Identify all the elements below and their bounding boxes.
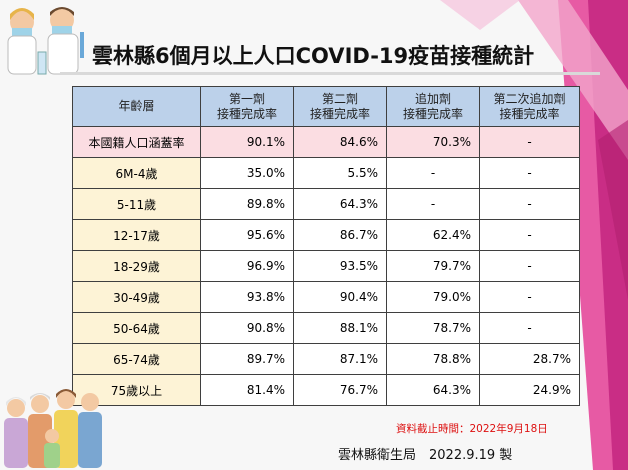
dose2-cell: 76.7% [293,374,387,406]
data-cutoff-note: 資料截止時間：2022年9月18日 [396,423,548,435]
table-row: 本國籍人口涵蓋率 90.1% 84.6% 70.3% - [72,126,580,158]
dose2-cell: 64.3% [293,188,387,220]
header-sublabel: 接種完成率 [216,106,277,121]
table-row: 12-17歲 95.6% 86.7% 62.4% - [72,219,580,251]
dose1-cell: 90.8% [200,312,294,344]
dose2-cell: 5.5% [293,157,387,189]
dose2-cell: 84.6% [293,126,387,158]
dose1-cell: 89.7% [200,343,294,375]
title-underline [60,72,600,75]
booster-cell: 78.7% [386,312,480,344]
header-sublabel: 接種完成率 [402,106,463,121]
dose1-cell: 93.8% [200,281,294,313]
table-row: 30-49歲 93.8% 90.4% 79.0% - [72,281,580,313]
booster-cell: 79.7% [386,250,480,282]
dose1-cell: 81.4% [200,374,294,406]
footer-credit: 雲林縣衛生局 2022.9.19 製 [338,448,513,463]
dose2-cell: 90.4% [293,281,387,313]
header-sublabel: 接種完成率 [499,106,560,121]
dose2-cell: 87.1% [293,343,387,375]
vaccination-table: 年齡層 第一劑 接種完成率 第二劑 接種完成率 追加劑 接種完成率 第二次追加劑 接種完… [72,86,580,406]
header-label: 追加劑 [414,91,451,106]
second-booster-cell: 28.7% [479,343,580,375]
booster-cell: 70.3% [386,126,480,158]
booster-cell: 62.4% [386,219,480,251]
age-cell: 50-64歲 [72,312,201,344]
header-label: 第二次追加劑 [493,91,566,106]
header-second-booster: 第二次追加劑 接種完成率 [479,86,580,127]
header-label: 第二劑 [321,91,358,106]
dose2-cell: 88.1% [293,312,387,344]
dose1-cell: 90.1% [200,126,294,158]
age-cell: 本國籍人口涵蓋率 [72,126,201,158]
second-booster-cell: - [479,157,580,189]
table-row: 18-29歲 96.9% 93.5% 79.7% - [72,250,580,282]
table-header-row: 年齡層 第一劑 接種完成率 第二劑 接種完成率 追加劑 接種完成率 第二次追加劑 接種完… [72,86,580,127]
booster-cell: 64.3% [386,374,480,406]
table-row: 6M-4歲 35.0% 5.5% - - [72,157,580,189]
table-row: 5-11歲 89.8% 64.3% - - [72,188,580,220]
age-cell: 18-29歲 [72,250,201,282]
booster-cell: 78.8% [386,343,480,375]
header-dose2: 第二劑 接種完成率 [293,86,387,127]
age-cell: 12-17歲 [72,219,201,251]
age-cell: 30-49歲 [72,281,201,313]
second-booster-cell: - [479,126,580,158]
second-booster-cell: 24.9% [479,374,580,406]
header-sublabel: 接種完成率 [309,106,370,121]
second-booster-cell: - [479,250,580,282]
dose2-cell: 93.5% [293,250,387,282]
header-dose1: 第一劑 接種完成率 [200,86,294,127]
dose2-cell: 86.7% [293,219,387,251]
booster-cell: - [386,157,480,189]
dose1-cell: 35.0% [200,157,294,189]
family-illustration [4,389,102,468]
page-title: 雲林縣6個月以上人口COVID-19疫苗接種統計 [92,44,535,68]
booster-cell: - [386,188,480,220]
table-row: 50-64歲 90.8% 88.1% 78.7% - [72,312,580,344]
dose1-cell: 89.8% [200,188,294,220]
age-cell: 6M-4歲 [72,157,201,189]
second-booster-cell: - [479,219,580,251]
header-booster: 追加劑 接種完成率 [386,86,480,127]
top-decoration [440,0,520,30]
second-booster-cell: - [479,312,580,344]
table-row: 65-74歲 89.7% 87.1% 78.8% 28.7% [72,343,580,375]
second-booster-cell: - [479,281,580,313]
dose1-cell: 96.9% [200,250,294,282]
dose1-cell: 95.6% [200,219,294,251]
booster-cell: 79.0% [386,281,480,313]
header-label: 年齡層 [118,99,155,113]
age-cell: 5-11歲 [72,188,201,220]
table-row: 75歲以上 81.4% 76.7% 64.3% 24.9% [72,374,580,406]
second-booster-cell: - [479,188,580,220]
header-label: 第一劑 [228,91,265,106]
age-cell: 65-74歲 [72,343,201,375]
header-age-group: 年齡層 [72,86,201,127]
doctors-illustration [7,7,84,75]
